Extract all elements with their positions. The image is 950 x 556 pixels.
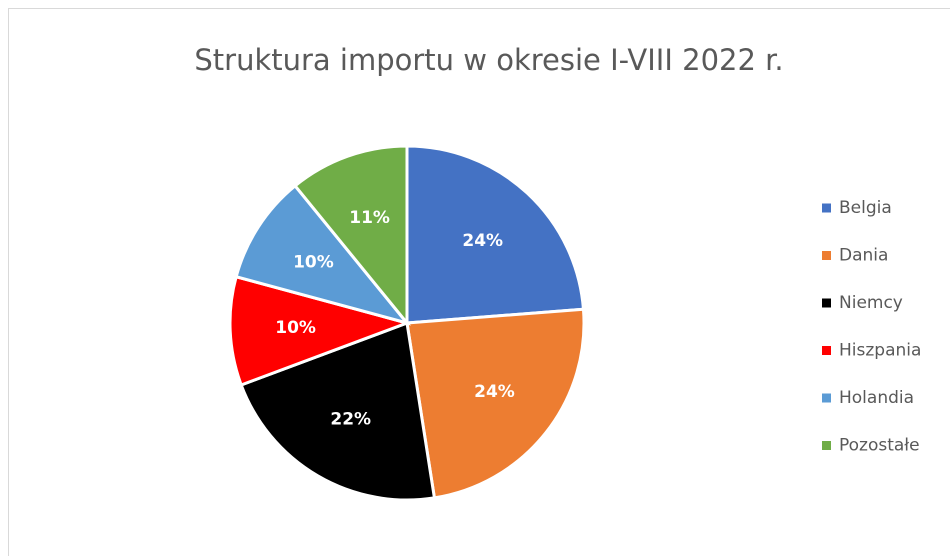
legend-label: Dania — [839, 246, 888, 266]
legend-label: Belgia — [839, 198, 892, 218]
legend-label: Pozostałe — [839, 436, 920, 456]
legend-swatch — [822, 251, 831, 260]
pie-slice — [293, 144, 409, 328]
pie-slice — [228, 274, 412, 387]
pie-slice — [234, 183, 412, 326]
data-label: 10% — [275, 318, 316, 338]
pie-slice — [405, 144, 586, 325]
data-label: 11% — [349, 208, 390, 228]
legend-swatch — [822, 298, 831, 308]
legend-label: Niemcy — [839, 293, 903, 313]
legend-label: Holandia — [839, 388, 914, 408]
legend-label: Hiszpania — [839, 341, 921, 361]
legend-swatch — [822, 346, 831, 355]
data-label: 24% — [474, 382, 515, 402]
data-label: 22% — [330, 409, 371, 429]
legend-swatch — [822, 441, 831, 450]
legend-swatch — [822, 393, 831, 403]
data-label: 10% — [293, 252, 334, 272]
pie-slice — [405, 307, 586, 500]
legend-swatch — [822, 203, 831, 213]
data-label: 24% — [462, 231, 503, 251]
chart-title: Struktura importu w okresie I-VIII 2022 … — [194, 43, 783, 77]
